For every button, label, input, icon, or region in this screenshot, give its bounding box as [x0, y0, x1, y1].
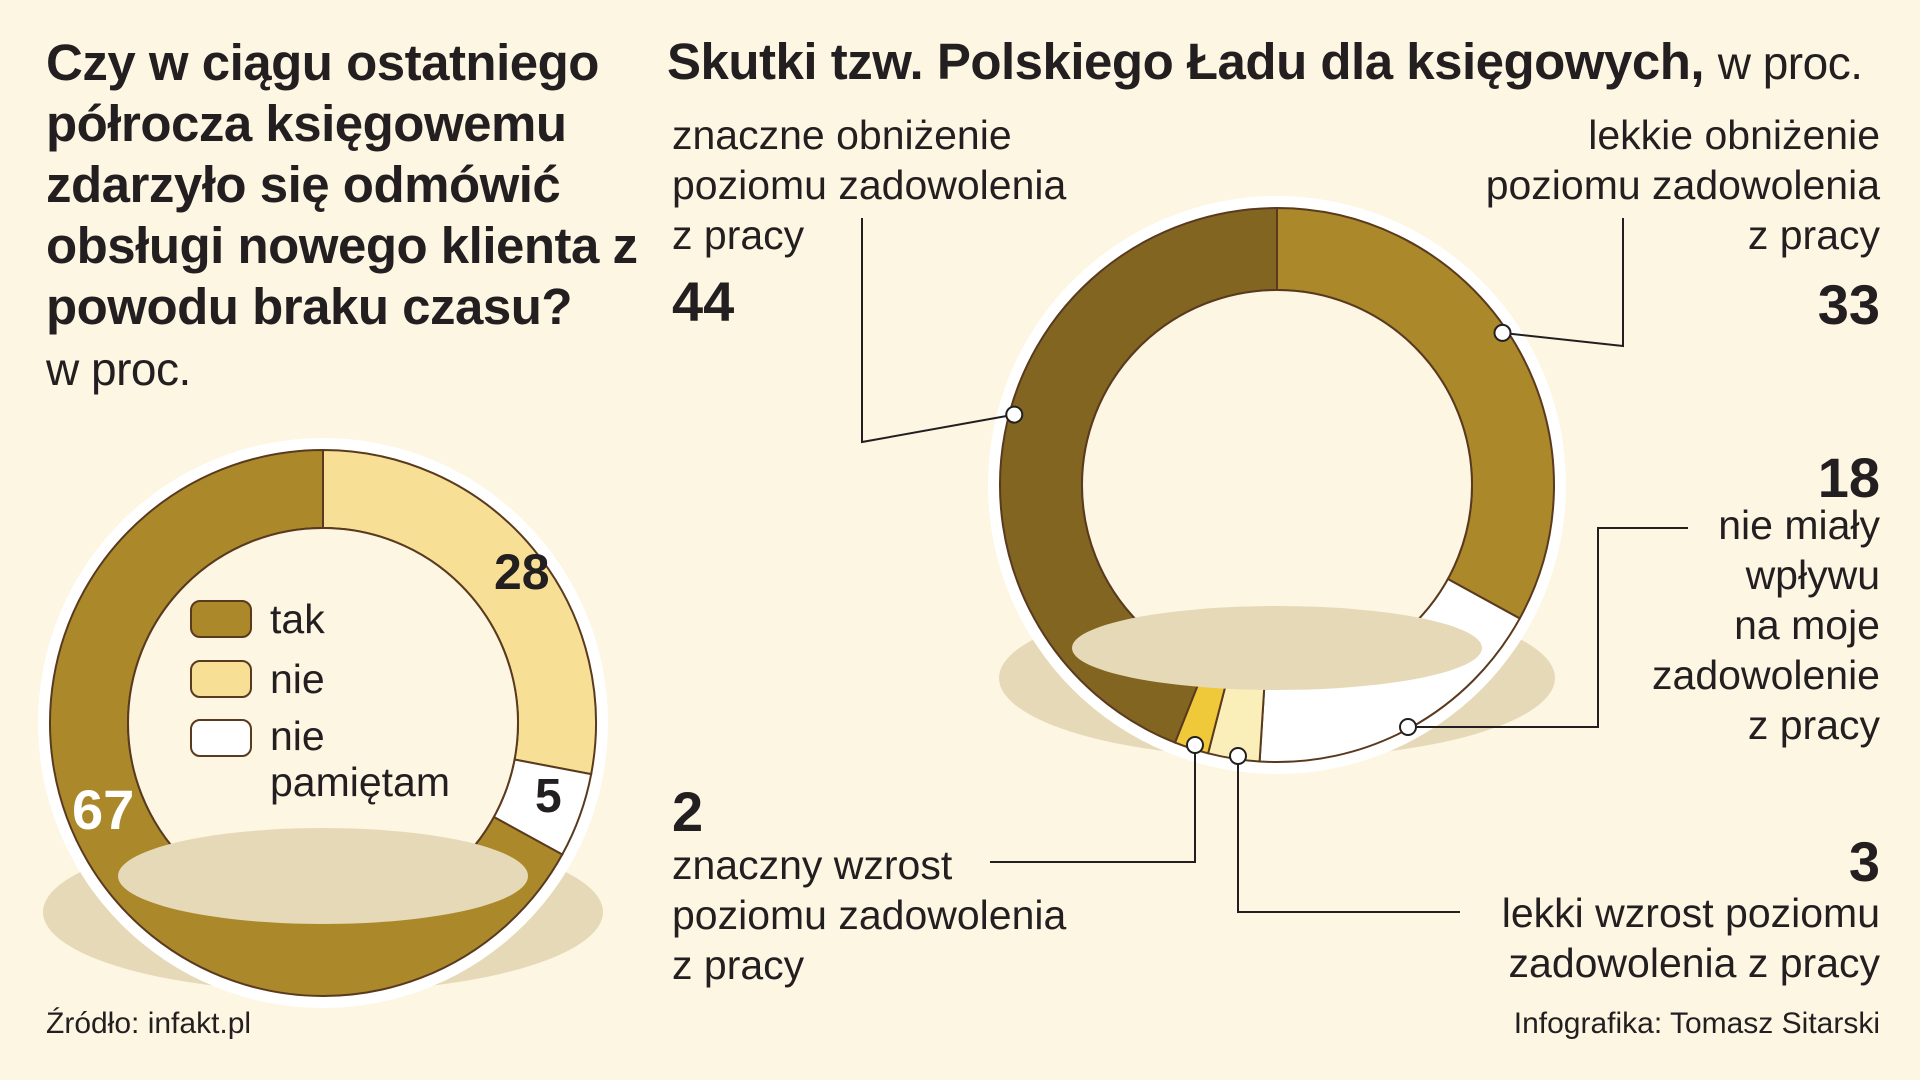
legend-swatch-tak [190, 600, 252, 638]
label-znaczne-obnizenie: znaczne obniżenie poziomu zadowolenia z … [672, 112, 1067, 258]
left-legend: tak nie nie pamiętam [190, 595, 470, 805]
data-label-nie-pamietam: 5 [535, 770, 562, 823]
data-label-nie: 28 [494, 544, 550, 600]
legend-item-tak: tak [190, 595, 470, 643]
leader-znaczne-obnizenie-line [861, 218, 1015, 444]
data-label-tak: 67 [72, 778, 135, 841]
value-lekkie-obnizenie: 33 [1817, 273, 1880, 336]
label-znaczny-wzrost: znaczny wzrost poziomu zadowolenia z pra… [672, 842, 1067, 988]
label-lekki-wzrost: lekki wzrost poziomu zadowolenia z pracy [1501, 890, 1880, 986]
right-chart-heading: Skutki tzw. Polskiego Ładu dla księgowyc… [667, 33, 1705, 90]
legend-label-tak: tak [270, 596, 325, 642]
left-chart-title: Czy w ciągu ostatniego półrocza księgowe… [46, 32, 646, 401]
right-hole-shadow [1072, 606, 1482, 690]
infographic-credit: Infografika: Tomasz Sitarski [1513, 1007, 1880, 1040]
leader-brak-wplywu-line [1408, 527, 1688, 728]
label-brak-wplywu: nie miały wpływu na moje zadowolenie z p… [1652, 502, 1880, 748]
left-donut-chart [38, 438, 608, 1008]
leader-lekki-wzrost-line [1237, 756, 1460, 913]
legend-swatch-nie-pamietam [190, 719, 252, 757]
value-znaczne-obnizenie: 44 [672, 270, 735, 333]
legend-label-nie-pamietam: nie pamiętam [270, 713, 451, 805]
leader-lekkie-obnizenie-line [1502, 218, 1624, 348]
right-donut-chart [988, 196, 1566, 774]
leader-lekkie-obnizenie-dot [1493, 323, 1512, 342]
left-hole-shadow [118, 828, 528, 924]
right-chart-unit: w proc. [1717, 37, 1863, 89]
source-note: Źródło: infakt.pl [46, 1007, 252, 1040]
value-lekki-wzrost: 3 [1848, 830, 1880, 893]
value-brak-wplywu: 18 [1817, 446, 1880, 509]
value-znaczny-wzrost: 2 [672, 780, 704, 843]
right-chart-title: Skutki tzw. Polskiego Ładu dla księgowyc… [667, 30, 1897, 95]
leader-znaczny-wzrost-dot [1186, 736, 1204, 754]
leader-znaczny-wzrost-line [990, 745, 1196, 863]
legend-swatch-nie [190, 660, 252, 698]
legend-item-nie: nie [190, 655, 470, 703]
left-chart-question: Czy w ciągu ostatniego półrocza księgowe… [46, 34, 638, 335]
leader-lekki-wzrost-dot [1229, 747, 1247, 765]
leader-lines [861, 218, 1688, 913]
legend-item-nie-pamietam: nie pamiętam [190, 713, 470, 805]
legend-label-nie: nie [270, 656, 325, 702]
leader-brak-wplywu-dot [1399, 718, 1417, 736]
label-lekkie-obnizenie: lekkie obniżenie poziomu zadowolenia z p… [1485, 112, 1880, 258]
leader-znaczne-obnizenie-dot [1005, 405, 1024, 424]
left-chart-unit: w proc. [46, 343, 191, 395]
